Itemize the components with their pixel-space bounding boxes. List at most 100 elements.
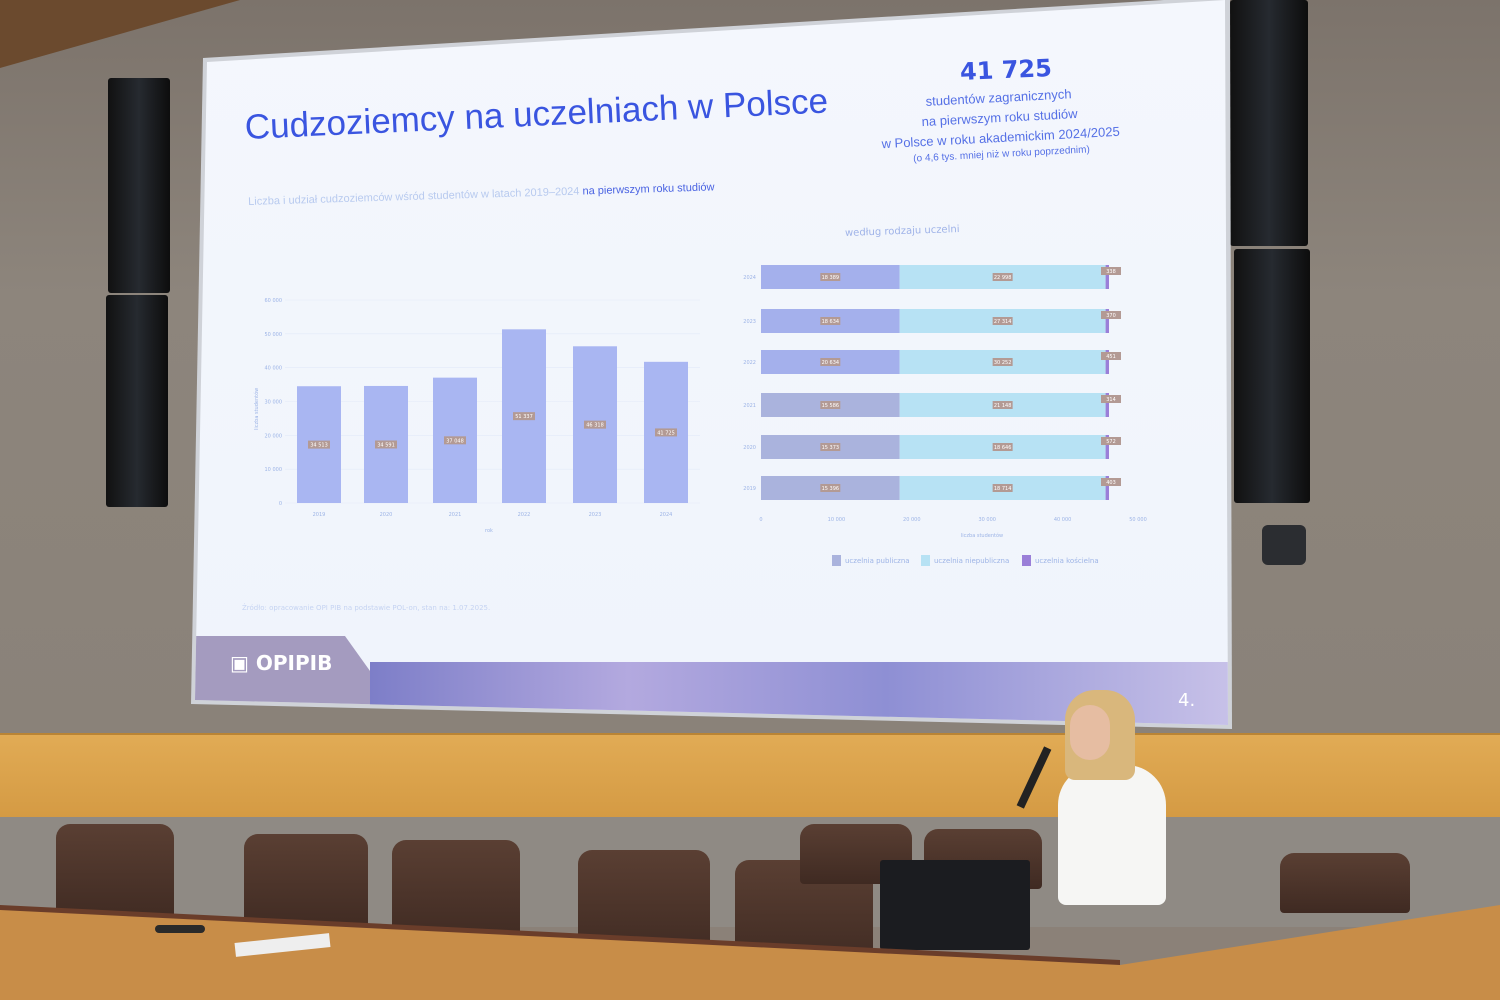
x-tick-label: 20 000 — [903, 517, 921, 523]
data-label-bg — [584, 420, 606, 429]
data-label: 41 725 — [657, 430, 675, 436]
camera — [1262, 525, 1306, 565]
x-tick-label: 2024 — [660, 512, 673, 518]
data-label: 34 513 — [310, 443, 328, 449]
y-tick-label: 60 000 — [265, 298, 283, 304]
data-label-bg — [992, 484, 1013, 492]
data-label-bg — [308, 440, 330, 449]
y-tick-label: 10 000 — [265, 467, 283, 473]
x-tick-label: 2023 — [589, 512, 602, 518]
legend-swatch — [921, 555, 930, 566]
x-tick-label: 2022 — [518, 512, 531, 518]
stacked-bar-segment — [1105, 393, 1110, 417]
y-tick-label: 50 000 — [265, 332, 283, 338]
data-label: 403 — [1106, 480, 1116, 486]
y-tick-label: 0 — [279, 501, 282, 507]
data-label-bg — [1101, 311, 1122, 319]
y-axis-label: liczba studentów — [253, 388, 260, 430]
opipib-logo: ▣ OPIPIB — [230, 651, 332, 675]
data-label-bg — [992, 358, 1013, 366]
data-label-bg — [1101, 352, 1122, 360]
y-tick-label: 2020 — [743, 445, 756, 451]
y-tick-label: 30 000 — [265, 400, 283, 406]
data-label: 15 586 — [822, 403, 840, 409]
left-speaker-bottom — [106, 295, 168, 507]
chair — [1280, 853, 1410, 913]
data-label: 15 373 — [822, 445, 840, 451]
page-number: 4. — [1178, 690, 1196, 711]
data-label: 451 — [1106, 354, 1116, 360]
y-tick-label: 2022 — [743, 360, 756, 366]
data-label-bg — [1101, 395, 1122, 403]
data-label: 18 646 — [994, 445, 1012, 451]
x-tick-label: 2021 — [449, 512, 462, 518]
stacked-bar-segment — [1105, 309, 1110, 333]
data-label-bg — [1101, 478, 1122, 486]
data-label-bg — [992, 317, 1013, 325]
legend-label: uczelnia kościelna — [1035, 557, 1099, 565]
data-label: 21 148 — [994, 403, 1012, 409]
data-label: 15 396 — [822, 486, 840, 492]
data-label-bg — [820, 443, 841, 451]
right-speaker-bottom — [1234, 249, 1310, 503]
presenter-face — [1070, 705, 1110, 760]
x-axis-label: rok — [485, 528, 493, 534]
data-label-bg — [1101, 437, 1122, 445]
chair — [56, 824, 174, 924]
y-tick-label: 2023 — [743, 319, 756, 325]
data-label: 51 337 — [515, 414, 533, 420]
desk-microphone — [155, 925, 205, 933]
data-label: 34 591 — [377, 442, 395, 448]
y-tick-label: 2019 — [743, 486, 756, 492]
y-tick-label: 40 000 — [265, 366, 283, 372]
data-label-bg — [513, 412, 535, 421]
wood-panel — [0, 733, 1500, 819]
data-label: 18 389 — [822, 275, 840, 281]
legend-label: uczelnia publiczna — [845, 557, 910, 565]
data-label-bg — [1101, 267, 1122, 275]
data-label-bg — [992, 443, 1013, 451]
legend-swatch — [1022, 555, 1031, 566]
data-label: 572 — [1106, 439, 1116, 445]
data-label: 46 318 — [586, 423, 604, 429]
x-tick-label: 10 000 — [828, 517, 846, 523]
data-label: 18 714 — [994, 486, 1012, 492]
data-label-bg — [820, 484, 841, 492]
data-label-bg — [820, 401, 841, 409]
stacked-bar-segment — [1105, 350, 1110, 374]
y-tick-label: 20 000 — [265, 433, 283, 439]
y-tick-label: 2024 — [743, 275, 756, 281]
presenter-shirt — [1058, 765, 1166, 905]
logo-mark-icon: ▣ — [230, 651, 249, 675]
x-tick-label: 40 000 — [1054, 517, 1072, 523]
legend-label: uczelnia niepubliczna — [934, 557, 1009, 565]
chair — [244, 834, 368, 934]
y-tick-label: 2021 — [743, 403, 756, 409]
data-label: 314 — [1106, 397, 1116, 403]
data-label: 30 252 — [994, 360, 1012, 366]
x-axis-label: liczba studentów — [961, 532, 1003, 539]
data-label: 27 314 — [994, 319, 1012, 325]
source-note: Źródło: opracowanie OPI PIB na podstawie… — [242, 604, 491, 612]
monitor — [880, 860, 1030, 950]
data-label-bg — [820, 358, 841, 366]
stacked-bar-segment — [1105, 435, 1110, 459]
x-tick-label: 2019 — [313, 512, 326, 518]
data-label: 22 998 — [994, 275, 1012, 281]
data-label: 338 — [1106, 269, 1116, 275]
x-tick-label: 50 000 — [1129, 517, 1147, 523]
left-speaker-top — [108, 78, 170, 293]
data-label-bg — [375, 440, 397, 449]
data-label-bg — [444, 436, 466, 445]
data-label: 20 634 — [822, 360, 840, 366]
data-label-bg — [820, 317, 841, 325]
data-label: 18 634 — [822, 319, 840, 325]
x-tick-label: 0 — [759, 517, 762, 523]
stacked-bar-segment — [1105, 265, 1110, 289]
data-label-bg — [992, 273, 1013, 281]
right-speaker-top — [1230, 0, 1308, 246]
data-label: 37 048 — [446, 438, 464, 444]
data-label-bg — [820, 273, 841, 281]
